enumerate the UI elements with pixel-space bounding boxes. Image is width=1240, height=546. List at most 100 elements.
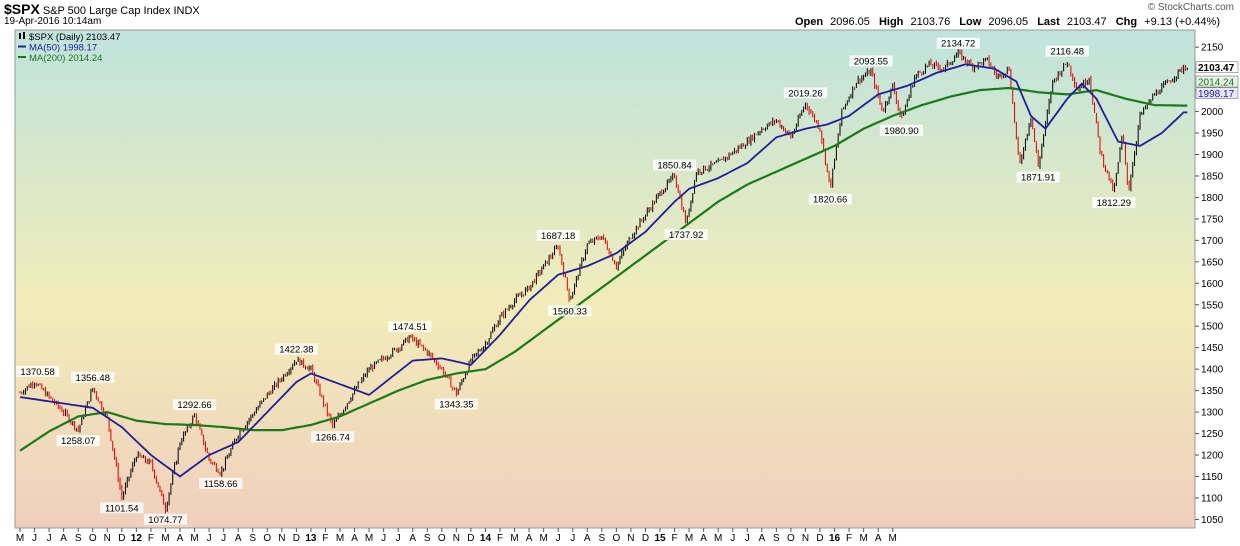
- x-tick-label: F: [671, 533, 677, 544]
- annotation-box: [652, 159, 697, 171]
- y-tick-label: 1850: [1201, 171, 1224, 182]
- annotation-box: [1016, 171, 1060, 183]
- y-tick-label: 1550: [1201, 300, 1224, 311]
- annotation-label: 1158.66: [204, 479, 238, 490]
- y-tick-label: 1950: [1201, 129, 1224, 140]
- y-tick-label: 1800: [1201, 193, 1224, 204]
- annotation-box: [16, 365, 60, 377]
- x-tick-label: N: [802, 533, 809, 544]
- annotation-box: [1045, 45, 1089, 57]
- y-tick-label: 1350: [1201, 386, 1224, 397]
- annotation-label: 2116.48: [1050, 47, 1084, 58]
- y-tick-label: 1200: [1201, 451, 1224, 462]
- y-tick-label: 1050: [1201, 515, 1224, 526]
- x-tick-label: M: [336, 533, 344, 544]
- x-tick-label: A: [758, 533, 765, 544]
- x-tick-label: O: [438, 533, 446, 544]
- open-label: Open: [794, 16, 824, 28]
- symbol: $SPX: [4, 1, 40, 17]
- annotation-box: [536, 229, 580, 241]
- annotation-label: 1266.74: [316, 432, 350, 443]
- x-tick-label: S: [75, 533, 82, 544]
- x-tick-label: J: [570, 533, 575, 544]
- x-tick-label: D: [118, 533, 125, 544]
- data-annotation: 1258.07: [56, 435, 100, 447]
- annotation-label: 1820.66: [813, 195, 847, 206]
- x-tick-label: D: [467, 533, 474, 544]
- axis-value-tag: [1195, 87, 1239, 99]
- x-tick-label: M: [190, 533, 198, 544]
- x-tick-label: A: [700, 533, 707, 544]
- x-tick-label: O: [89, 533, 97, 544]
- annotation-box: [548, 305, 592, 317]
- chg-value: +9.13 (+0.44%): [1144, 16, 1220, 28]
- x-tick-label: N: [627, 533, 634, 544]
- y-tick-label: 2150: [1201, 43, 1224, 54]
- annotation-label: 1560.33: [553, 306, 587, 317]
- x-tick-label: M: [889, 533, 897, 544]
- x-tick-label: J: [396, 533, 401, 544]
- x-tick-label: A: [60, 533, 67, 544]
- ma200-series-line: [19, 86, 1188, 452]
- x-tick-label: N: [278, 533, 285, 544]
- x-tick-label: A: [584, 533, 591, 544]
- annotation-label: 1687.18: [541, 231, 575, 242]
- ma50-series-line: [19, 63, 1188, 478]
- y-tick-label: 1750: [1201, 214, 1224, 225]
- data-annotation: 1474.51: [388, 321, 432, 333]
- annotation-box: [1092, 197, 1136, 209]
- x-tick-label: M: [365, 533, 373, 544]
- y-tick-label: 1650: [1201, 257, 1224, 268]
- x-tick-label: N: [453, 533, 460, 544]
- data-annotation: 1980.90: [879, 124, 924, 137]
- legend-entry: MA(200) 2014.24: [18, 53, 102, 64]
- annotation-label: 1474.51: [393, 322, 427, 333]
- annotation-label: 1812.29: [1097, 198, 1131, 209]
- y-tick-label: 1700: [1201, 236, 1224, 247]
- data-annotation: 1850.84: [652, 159, 697, 172]
- axis-value-label: 2014.24: [1198, 78, 1235, 89]
- x-tick-label: J: [381, 533, 386, 544]
- annotation-box: [936, 37, 980, 49]
- annotation-label: 1871.91: [1021, 173, 1055, 184]
- axis-value-tag: [1195, 61, 1239, 73]
- annotation-box: [274, 343, 318, 355]
- x-tick-label: S: [773, 533, 780, 544]
- data-annotation: 1356.48: [71, 371, 115, 384]
- x-tick-label: J: [221, 533, 226, 544]
- annotation-label: 1292.66: [177, 400, 211, 411]
- annotation-label: 1737.92: [669, 230, 703, 241]
- candlestick-icon: [19, 33, 21, 39]
- x-tick-label: N: [104, 533, 111, 544]
- annotation-box: [783, 87, 828, 99]
- legend-label: $SPX (Daily) 2103.47: [29, 32, 120, 43]
- data-annotation: 2019.26: [783, 87, 828, 99]
- brand-label[interactable]: © StockCharts.com: [1147, 2, 1234, 13]
- annotation-label: 2019.26: [788, 88, 822, 99]
- x-tick-label: J: [556, 533, 561, 544]
- high-label: High: [878, 16, 904, 28]
- x-tick-label: 13: [305, 533, 317, 544]
- annotation-box: [71, 371, 115, 383]
- axis-value-label: 1998.17: [1198, 89, 1235, 100]
- chart-date: 19-Apr-2016 10:14am: [4, 16, 102, 27]
- x-tick-label: 12: [131, 533, 143, 544]
- y-tick-label: 1300: [1201, 408, 1224, 419]
- x-tick-label: S: [249, 533, 256, 544]
- annotation-label: 1370.58: [20, 367, 54, 378]
- axis-value-tag: [1195, 75, 1239, 88]
- data-annotation: 1158.66: [199, 477, 243, 490]
- x-tick-label: O: [612, 533, 620, 544]
- x-tick-label: F: [322, 533, 328, 544]
- annotation-box: [664, 229, 708, 241]
- high-value: 2103.76: [910, 16, 951, 28]
- x-tick-label: A: [526, 533, 533, 544]
- annotation-label: 1422.38: [279, 345, 313, 356]
- annotation-label: 1850.84: [657, 161, 691, 172]
- axis-value-label: 2103.47: [1198, 63, 1235, 74]
- data-annotation: 1687.18: [536, 229, 580, 242]
- legend-entry: MA(50) 1998.17: [18, 43, 97, 54]
- x-tick-label: O: [263, 533, 271, 544]
- x-tick-label: F: [846, 533, 852, 544]
- x-tick-label: A: [177, 533, 184, 544]
